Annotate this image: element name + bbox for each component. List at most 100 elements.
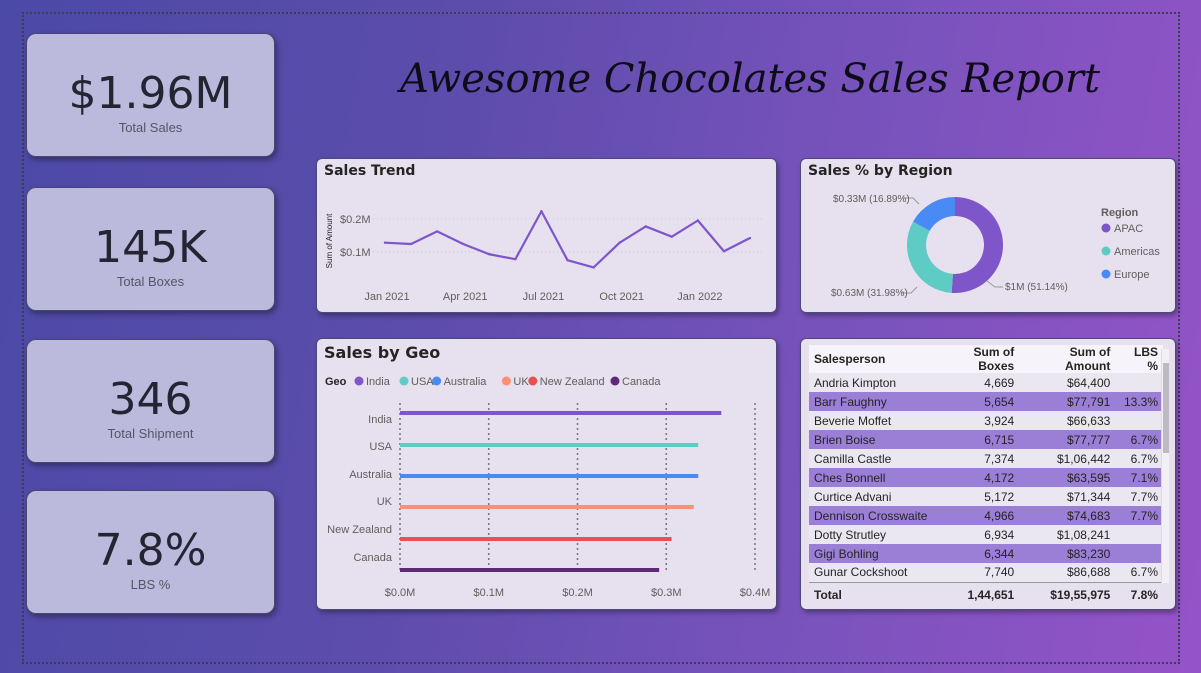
legend-marker <box>354 376 364 386</box>
table-cell: $77,791 <box>1019 392 1116 411</box>
table-row[interactable]: Dotty Strutley 6,934 $1,08,241 <box>809 525 1163 544</box>
legend-item: India <box>366 376 391 388</box>
table-cell: Barr Faughny <box>809 392 933 411</box>
leader-line <box>903 197 920 205</box>
data-point <box>670 235 673 238</box>
kpi-card-total-boxes[interactable]: 145K Total Boxes <box>26 187 275 311</box>
sales-region-chart: $0.33M (16.89%) $0.63M (31.98%) $1M (51.14… <box>831 194 1160 299</box>
kpi-label: Total Shipment <box>107 426 194 441</box>
kpi-card-total-shipment[interactable]: 346 Total Shipment <box>26 339 275 463</box>
legend-marker <box>432 376 442 386</box>
data-point <box>748 236 752 240</box>
table-row[interactable]: Camilla Castle 7,374 $1,06,442 6.7% <box>809 449 1163 468</box>
x-tick-label: Jan 2021 <box>364 291 409 303</box>
total-label: Total <box>809 581 933 608</box>
x-tick-label: $0.3M <box>651 587 682 599</box>
table-cell <box>1115 411 1163 430</box>
column-header-salesperson[interactable]: Salesperson <box>809 345 933 373</box>
sales-trend-card[interactable]: Sales Trend $0.2M $0.1M Sum of Amount Jan 2… <box>316 158 777 313</box>
sales-geo-chart: Geo India USA Australia UK New Zealand Canada I… <box>325 376 770 599</box>
report-frame <box>22 12 1180 664</box>
table-cell: $64,400 <box>1019 373 1116 392</box>
legend-title: Region <box>1101 207 1139 219</box>
legend-marker <box>1101 269 1111 279</box>
table-cell: $66,633 <box>1019 411 1116 430</box>
y-tick-label: India <box>368 414 393 426</box>
total-lbs: 7.8% <box>1115 581 1163 608</box>
data-point <box>696 219 700 222</box>
salesperson-table-card[interactable]: Salesperson Sum of Boxes Sum of Amount L… <box>800 338 1176 610</box>
table-row[interactable]: Brien Boise 6,715 $77,777 6.7% <box>809 430 1163 449</box>
table-scrollbar[interactable] <box>1161 349 1169 583</box>
sales-trend-title: Sales Trend <box>324 163 416 179</box>
scrollbar-thumb[interactable] <box>1163 363 1169 453</box>
table-cell <box>1115 373 1163 392</box>
legend-item: New Zealand <box>540 376 605 388</box>
data-point <box>618 241 621 244</box>
table-cell: $74,683 <box>1019 506 1116 525</box>
sales-region-card[interactable]: Sales % by Region $0.33M (16.89%) $0.63M … <box>800 158 1176 313</box>
table-row[interactable]: Beverie Moffet 3,924 $66,633 <box>809 411 1163 430</box>
donut-slice-americas <box>907 221 953 293</box>
legend-marker <box>501 376 511 386</box>
data-point <box>514 258 517 261</box>
table-cell: Beverie Moffet <box>809 411 933 430</box>
column-header-sum-of-boxes[interactable]: Sum of Boxes <box>932 345 1020 373</box>
data-point <box>488 253 491 256</box>
legend-item: USA <box>411 376 434 388</box>
legend-item: Australia <box>444 376 488 388</box>
table-cell: 6,934 <box>932 525 1020 544</box>
kpi-value: 7.8% <box>94 525 207 576</box>
table-row[interactable]: Barr Faughny 5,654 $77,791 13.3% <box>809 392 1163 411</box>
x-tick-label: $0.2M <box>562 587 593 599</box>
sales-region-title: Sales % by Region <box>808 163 953 179</box>
data-label-americas: $0.63M (31.98%) <box>831 288 908 299</box>
data-point <box>383 241 387 244</box>
table-cell: $63,595 <box>1019 468 1116 487</box>
table-row[interactable]: Ches Bonnell 4,172 $63,595 7.1% <box>809 468 1163 487</box>
table-row[interactable]: Andria Kimpton 4,669 $64,400 <box>809 373 1163 392</box>
data-point <box>644 225 647 228</box>
kpi-label: Total Sales <box>118 120 183 135</box>
table-cell: $1,06,442 <box>1019 449 1116 468</box>
table-row[interactable]: Curtice Advani 5,172 $71,344 7.7% <box>809 487 1163 506</box>
y-tick-label: UK <box>377 496 393 508</box>
kpi-label: LBS % <box>130 577 171 592</box>
table-cell: 5,654 <box>932 392 1020 411</box>
table-total-row: Total 1,44,651 $19,55,975 7.8% <box>809 581 1163 608</box>
table-cell: $86,688 <box>1019 563 1116 582</box>
data-point <box>409 242 413 246</box>
kpi-card-total-sales[interactable]: $1.96M Total Sales <box>26 33 275 157</box>
legend-item-europe: Europe <box>1114 269 1149 281</box>
table-cell: 7.7% <box>1115 506 1163 525</box>
legend-item-apac: APAC <box>1114 223 1143 235</box>
data-point <box>722 250 726 253</box>
table-cell: $1,08,241 <box>1019 525 1116 544</box>
table-cell: $83,230 <box>1019 544 1116 563</box>
x-tick-label: Jul 2021 <box>523 291 565 303</box>
table-cell: 13.3% <box>1115 392 1163 411</box>
table-row[interactable]: Gunar Cockshoot 7,740 $86,688 6.7% <box>809 563 1163 582</box>
donut-slice-europe <box>913 197 955 231</box>
table-cell: 6,344 <box>932 544 1020 563</box>
data-point <box>540 210 543 213</box>
total-amount: $19,55,975 <box>1019 581 1116 608</box>
legend-marker <box>610 376 620 386</box>
x-tick-label: Jan 2022 <box>677 291 722 303</box>
table-cell: 7,740 <box>932 563 1020 582</box>
sales-geo-card[interactable]: Sales by Geo Geo India USA Australia UK New Z… <box>316 338 777 610</box>
table-cell: 4,966 <box>932 506 1020 525</box>
table-row[interactable]: Gigi Bohling 6,344 $83,230 <box>809 544 1163 563</box>
kpi-card-lbs-percent[interactable]: 7.8% LBS % <box>26 490 275 614</box>
table-cell: Dotty Strutley <box>809 525 933 544</box>
table-row[interactable]: Dennison Crosswaite 4,966 $74,683 7.7% <box>809 506 1163 525</box>
total-boxes: 1,44,651 <box>932 581 1020 608</box>
legend-item: Canada <box>622 376 661 388</box>
sales-trend-chart: $0.2M $0.1M Sum of Amount Jan 2021 Apr 2021 J… <box>325 210 763 303</box>
column-header-sum-of-amount[interactable]: Sum of Amount <box>1019 345 1116 373</box>
table-cell: 6.7% <box>1115 430 1163 449</box>
donut-slice-apac <box>951 197 1004 293</box>
legend-marker <box>528 376 538 386</box>
column-header-lbs-percent[interactable]: LBS % <box>1115 345 1163 373</box>
table-cell: 7,374 <box>932 449 1020 468</box>
